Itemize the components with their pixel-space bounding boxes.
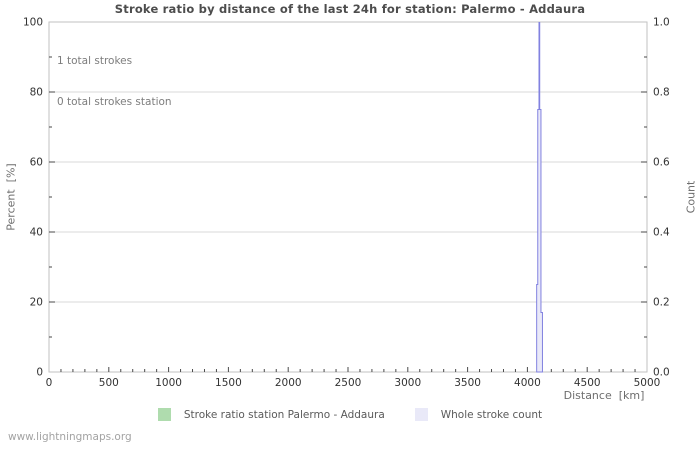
tick-label-left: 80 bbox=[30, 87, 43, 99]
tick-label-right: 1.0 bbox=[653, 17, 670, 29]
annotations: 1 total strokes 0 total strokes station bbox=[57, 28, 172, 136]
tick-label-left: 0 bbox=[36, 367, 43, 379]
stroke-count-spike bbox=[536, 109, 543, 373]
tick-label-x: 2500 bbox=[335, 377, 362, 389]
y-axis-label-left: Percent [%] bbox=[4, 163, 18, 231]
tick-label-x: 1500 bbox=[215, 377, 242, 389]
tick-label-x: 1000 bbox=[155, 377, 182, 389]
tick-label-x: 4000 bbox=[514, 377, 541, 389]
tick-label-left: 100 bbox=[23, 17, 43, 29]
legend-swatch-stroke-ratio bbox=[157, 408, 171, 421]
tick-label-x: 3000 bbox=[394, 377, 421, 389]
tick-label-x: 2000 bbox=[275, 377, 302, 389]
watermark: www.lightningmaps.org bbox=[8, 431, 132, 443]
legend-label-stroke-count: Whole stroke count bbox=[440, 408, 543, 421]
annotation-total-strokes-station: 0 total strokes station bbox=[57, 95, 172, 108]
tick-label-x: 0 bbox=[46, 377, 53, 389]
annotation-total-strokes: 1 total strokes bbox=[57, 55, 133, 67]
tick-label-right: 0.6 bbox=[653, 157, 670, 169]
tick-label-right: 0.2 bbox=[653, 297, 670, 309]
chart-title: Stroke ratio by distance of the last 24h… bbox=[114, 2, 586, 16]
legend-label-stroke-ratio: Stroke ratio station Palermo - Addaura bbox=[183, 408, 385, 421]
tick-label-left: 20 bbox=[30, 297, 43, 309]
tick-label-right: 0.8 bbox=[653, 87, 670, 99]
tick-label-right: 0.4 bbox=[653, 227, 670, 239]
x-axis-label: Distance [km] bbox=[563, 389, 645, 402]
legend-item-stroke-count: Whole stroke count bbox=[414, 408, 543, 421]
tick-label-x: 5000 bbox=[634, 377, 661, 389]
legend-item-stroke-ratio: Stroke ratio station Palermo - Addaura bbox=[157, 408, 385, 421]
tick-label-x: 3500 bbox=[454, 377, 481, 389]
tick-label-x: 500 bbox=[99, 377, 119, 389]
tick-label-left: 60 bbox=[30, 157, 43, 169]
tick-label-x: 4500 bbox=[574, 377, 601, 389]
legend: Stroke ratio station Palermo - Addaura W… bbox=[0, 408, 700, 421]
tick-label-right: 0.0 bbox=[653, 367, 670, 379]
legend-swatch-stroke-count bbox=[414, 408, 428, 421]
tick-label-left: 40 bbox=[30, 227, 43, 239]
y-axis-label-right: Count bbox=[684, 180, 698, 214]
